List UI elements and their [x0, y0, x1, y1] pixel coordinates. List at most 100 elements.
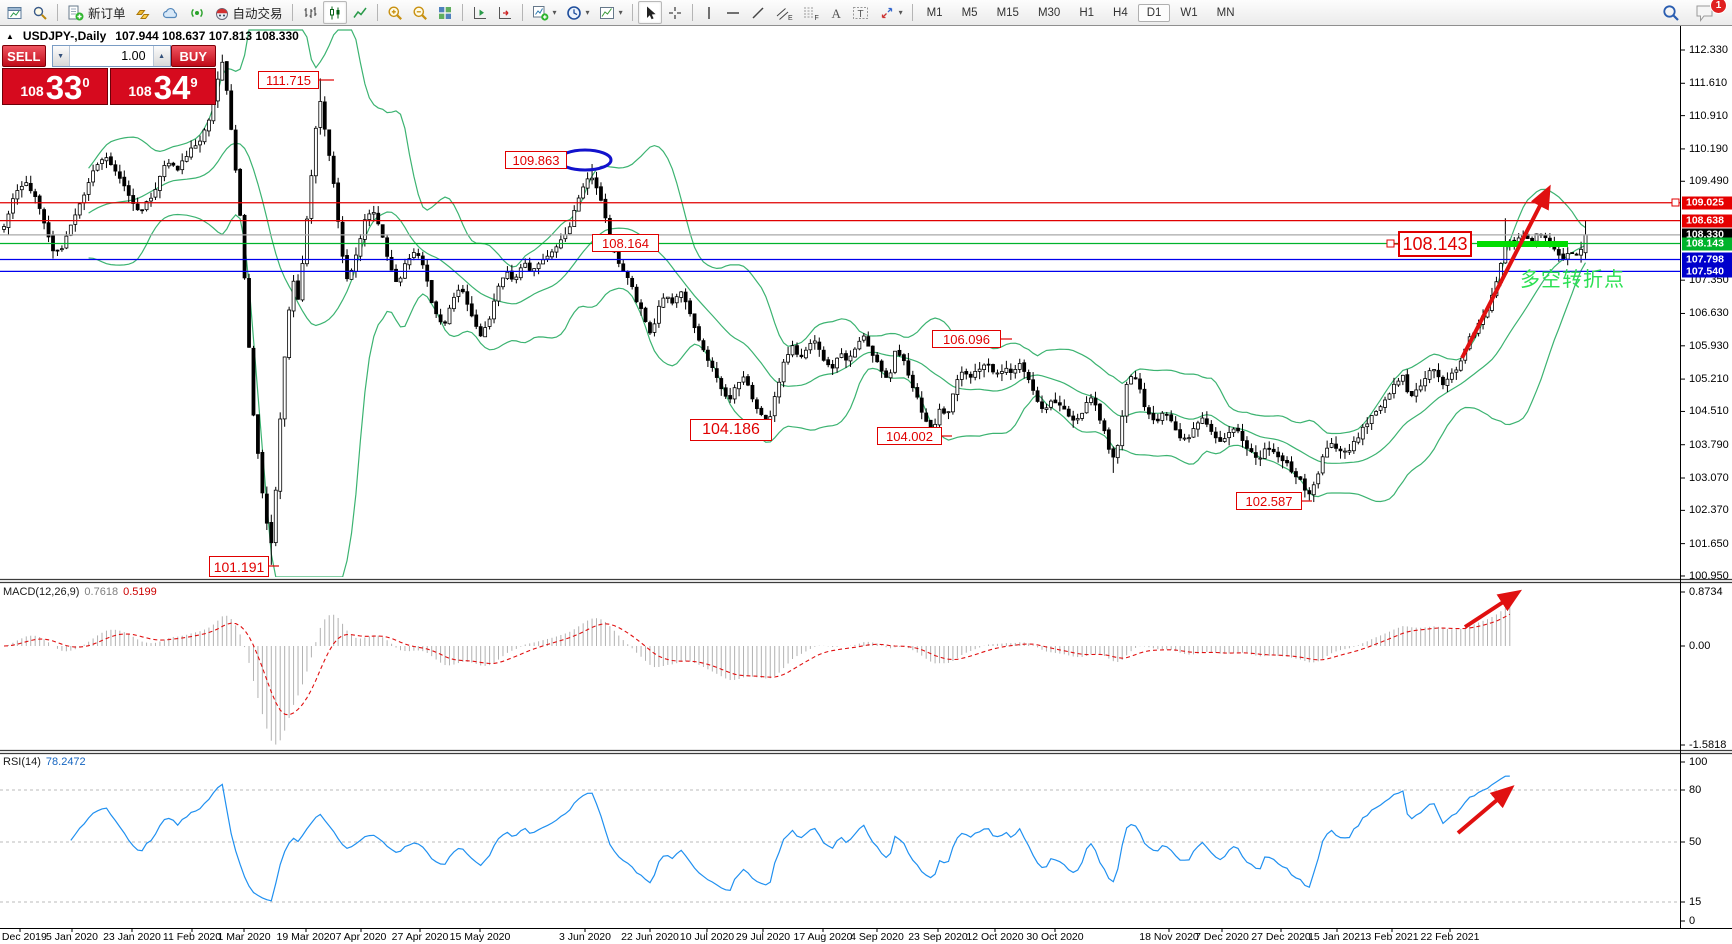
crosshair-tool-button[interactable] — [663, 1, 687, 24]
broadcast-icon — [189, 5, 205, 21]
new-chart-button[interactable] — [3, 1, 27, 24]
zoom-out-button[interactable] — [408, 1, 432, 24]
new-order-button[interactable]: 新订单 — [63, 1, 130, 24]
chevron-down-icon[interactable]: ▾ — [618, 8, 623, 17]
toolbar-separator — [461, 4, 463, 21]
draw-text-label-button[interactable]: T — [848, 1, 874, 24]
gold-bars-icon — [135, 5, 153, 21]
sell-price-big: 33 — [45, 68, 83, 106]
draw-channel-button[interactable]: E — [771, 1, 797, 24]
timeframe-d1-button[interactable]: D1 — [1137, 3, 1171, 22]
search-icon[interactable] — [1661, 3, 1681, 23]
svg-text:F: F — [814, 15, 818, 21]
sell-price-display[interactable]: 108 33 0 — [2, 68, 108, 105]
auto-scroll-icon — [497, 5, 513, 21]
new-order-icon — [67, 5, 85, 21]
buy-price-prefix: 108 — [128, 83, 152, 99]
one-click-trading-panel: SELL ▼ ▲ BUY 108 33 0 108 34 9 — [2, 45, 216, 105]
template-icon — [599, 5, 615, 21]
profile-search-icon — [32, 5, 48, 21]
arrows-shapes-icon — [879, 5, 895, 21]
bar-chart-mode-button[interactable] — [298, 1, 322, 24]
trend-line-icon — [750, 5, 766, 21]
chevron-down-icon[interactable]: ▾ — [585, 8, 590, 17]
chevron-down-icon[interactable]: ▾ — [552, 8, 557, 17]
mql5-cloud-button[interactable] — [158, 1, 184, 24]
toolbar: 新订单 自动交易 ▾ ▾ ▾ E F A T ▾ M1 M5 M15 M30 H1 H4 D1 W1 MN 1 — [0, 0, 1732, 26]
text-label-icon: T — [852, 5, 870, 21]
auto-trading-label: 自动交易 — [232, 7, 283, 21]
crosshair-icon — [667, 5, 683, 21]
timeframe-h1-button[interactable]: H1 — [1079, 6, 1095, 19]
sell-price-pip: 0 — [82, 75, 90, 90]
auto-trading-button[interactable]: 自动交易 — [210, 1, 287, 24]
timeframe-m5-button[interactable]: M5 — [961, 6, 978, 19]
ohlc-bars-icon — [302, 5, 318, 21]
period-selector-button[interactable]: ▾ — [562, 1, 594, 24]
svg-text:T: T — [857, 9, 863, 20]
sell-price-prefix: 108 — [20, 83, 44, 99]
fibonacci-icon: F — [802, 5, 820, 21]
candlestick-mode-button[interactable] — [322, 1, 347, 24]
draw-fibonacci-button[interactable]: F — [798, 1, 824, 24]
cloud-icon — [162, 5, 180, 21]
timeframe-m1-button[interactable]: M1 — [926, 6, 943, 19]
auto-trade-icon — [214, 5, 230, 21]
collapse-arrow-icon[interactable]: ▲ — [6, 32, 14, 41]
chat-icon[interactable]: 1 — [1695, 0, 1727, 23]
volume-stepper: ▼ ▲ — [51, 45, 171, 67]
volume-decrease-button[interactable]: ▼ — [52, 46, 70, 66]
svg-text:E: E — [788, 15, 793, 21]
draw-vertical-line-button[interactable] — [698, 1, 720, 24]
tile-windows-button[interactable] — [433, 1, 457, 24]
horizontal-line-icon — [725, 5, 741, 21]
timeframe-m15-button[interactable]: M15 — [996, 6, 1019, 19]
toolbar-separator — [57, 4, 58, 21]
volume-input[interactable] — [69, 46, 153, 66]
toolbar-separator — [521, 4, 523, 21]
signals-button[interactable] — [185, 1, 209, 24]
chart-window-icon — [7, 5, 23, 21]
indicators-list-button[interactable]: ▾ — [528, 1, 561, 24]
draw-arrows-button[interactable]: ▾ — [875, 1, 907, 24]
timeframe-w1-button[interactable]: W1 — [1180, 6, 1198, 19]
sell-button[interactable]: SELL — [2, 45, 46, 67]
draw-horizontal-line-button[interactable] — [721, 1, 745, 24]
toolbar-separator — [376, 4, 378, 21]
profiles-button[interactable] — [28, 1, 52, 24]
candlesticks-icon — [327, 5, 343, 21]
svg-text:A: A — [831, 6, 841, 21]
toolbar-separator — [291, 4, 293, 21]
deposit-gold-button[interactable] — [131, 1, 157, 24]
buy-button[interactable]: BUY — [170, 45, 216, 67]
vertical-line-icon — [702, 5, 716, 21]
timeframe-m30-button[interactable]: M30 — [1037, 6, 1061, 19]
buy-price-big: 34 — [153, 68, 191, 106]
tile-windows-icon — [437, 5, 453, 21]
timeframe-mn-button[interactable]: MN — [1216, 6, 1235, 19]
buy-price-display[interactable]: 108 34 9 — [110, 68, 216, 105]
buy-price-pip: 9 — [190, 75, 198, 90]
draw-trendline-button[interactable] — [746, 1, 770, 24]
toolbar-separator — [691, 4, 693, 21]
toolbar-separator — [631, 4, 633, 21]
templates-button[interactable]: ▾ — [595, 1, 627, 24]
new-order-label: 新订单 — [88, 7, 126, 21]
line-chart-icon — [352, 5, 368, 21]
volume-increase-button[interactable]: ▲ — [152, 46, 170, 66]
text-a-icon: A — [829, 5, 843, 21]
draw-text-button[interactable]: A — [825, 1, 847, 24]
cursor-icon — [642, 5, 658, 21]
timeframe-h4-button[interactable]: H4 — [1113, 6, 1128, 19]
cursor-tool-button[interactable] — [637, 1, 662, 24]
chart-shift-icon — [472, 5, 488, 21]
line-chart-mode-button[interactable] — [348, 1, 372, 24]
zoom-in-button[interactable] — [383, 1, 407, 24]
symbol-name: USDJPY-,Daily — [22, 29, 107, 43]
chart-shift-button[interactable] — [468, 1, 492, 24]
clock-icon — [566, 5, 582, 21]
chevron-down-icon[interactable]: ▾ — [898, 8, 903, 17]
auto-scroll-button[interactable] — [493, 1, 517, 24]
zoom-out-icon — [412, 5, 428, 21]
